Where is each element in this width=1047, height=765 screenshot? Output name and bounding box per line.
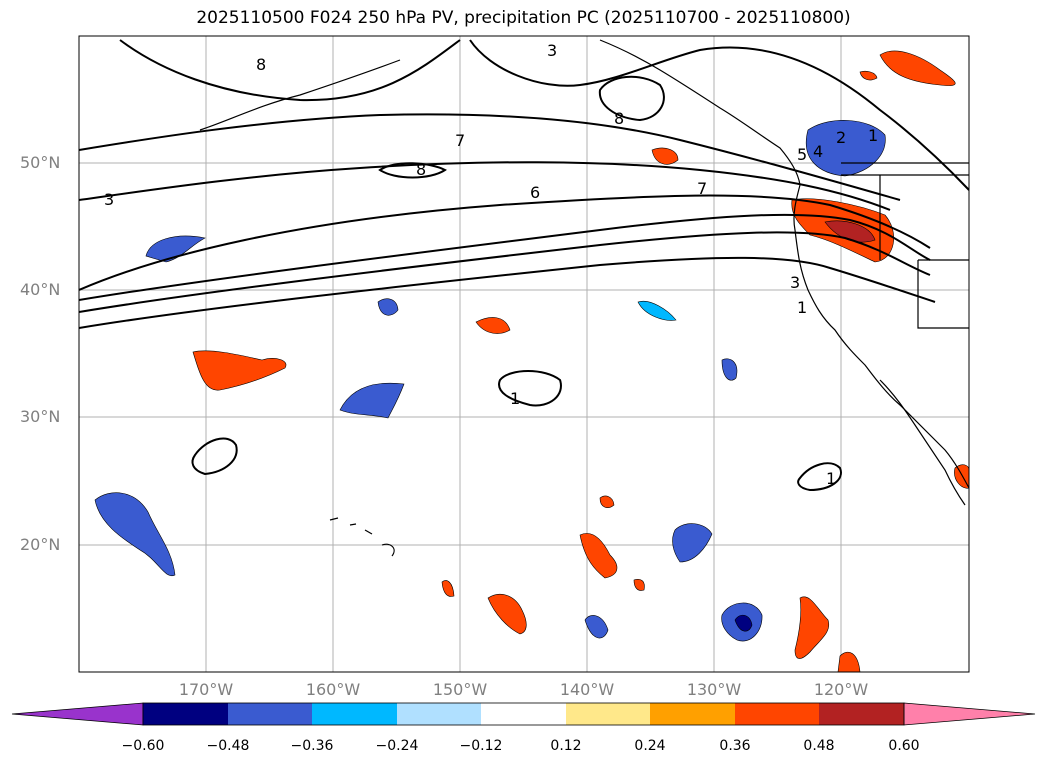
colorbar-bin [650,703,735,725]
map-frame [78,35,970,673]
baja-coast [879,379,966,506]
precip-patch [806,120,886,177]
lat-label: 40°N [20,280,61,299]
colorbar-bin [143,703,228,725]
pv-contour [79,161,891,211]
precip-patch [475,317,511,334]
pv-contour [79,113,901,201]
figure-title: 2025110500 F024 250 hPa PV, precipitatio… [196,8,851,28]
pv-contour [191,437,238,476]
precip-patch [584,615,609,639]
precip-patch [599,495,615,508]
precip-patch [837,651,861,672]
precip-patch [721,358,738,381]
precip-patch [824,220,876,243]
precip-patch [579,533,618,579]
colorbar-bin [819,703,904,725]
precip-patch [794,596,830,659]
coastlines [199,39,969,557]
precip-patch [672,523,713,563]
precip-patch [487,594,527,635]
colorbar-bin [735,703,819,725]
precip-patch [637,300,677,321]
colorbar-tick-label: −0.12 [459,738,503,754]
precip-patch [94,492,176,577]
lon-label: 170°W [178,680,234,699]
precip-patch [734,614,753,632]
colorbar-tick-label: −0.36 [290,738,334,754]
lon-label: 160°W [305,680,361,699]
colorbar-tick-label: −0.60 [121,738,165,754]
pv-contour [469,39,969,191]
pv-contour [378,162,447,179]
colorbar-extend-low [11,702,144,726]
lon-label: 140°W [559,680,615,699]
colorbar-tick-label: 0.48 [803,738,835,754]
colorbar-bin [481,703,566,725]
contour-label: 8 [614,109,624,128]
precip-patch [192,350,287,391]
contour-label: 4 [813,142,823,161]
contour-label: 1 [826,469,836,488]
lat-label: 20°N [20,535,61,554]
pv-contour [119,39,461,102]
contour-label: 2 [836,128,846,147]
precip-patch [441,580,455,597]
colorbar-extend-high [903,702,1036,726]
colorbar-tick-label: −0.24 [375,738,419,754]
contour-label: 6 [530,183,540,202]
colorbar-bin [312,703,397,725]
lon-label: 130°W [686,680,742,699]
pv-contour [79,213,931,301]
colorbar-tick-label: 0.24 [634,738,666,754]
contour-label: 1 [797,298,807,317]
pv-contour [79,194,931,291]
colorbar-bin [228,703,312,725]
pv-contour-labels: 8 3 8 7 8 6 7 3 2 1 4 5 3 1 1 1 [104,41,878,488]
contour-label: 1 [510,389,520,408]
colorbar-frame [142,702,905,726]
precip-patch [145,235,206,263]
lat-label: 30°N [20,407,61,426]
contour-label: 8 [256,55,266,74]
aleutian-islands [199,59,401,131]
colorbar-tick-label: 0.36 [719,738,751,754]
colorbar-tick-label: 0.60 [888,738,920,754]
precip-patch [377,298,399,316]
pv-contour [797,462,842,492]
pv-contour [79,256,936,329]
lon-label: 150°W [432,680,488,699]
contour-label: 1 [868,126,878,145]
lat-label: 50°N [20,153,61,172]
colorbar-bin [566,703,650,725]
precip-patch [879,50,956,86]
contour-label: 3 [547,41,557,60]
pv-contour [79,231,931,313]
colorbar-bin [397,703,481,725]
pv-contour [498,370,562,407]
colorbar-tick-label: −0.48 [206,738,250,754]
colorbar-tick-label: 0.12 [550,738,582,754]
contour-label: 7 [455,131,465,150]
contour-label: 8 [416,160,426,179]
state-borders [841,162,969,329]
contour-label: 3 [790,273,800,292]
precip-anomaly-patches [94,50,969,672]
pv-contours [79,39,969,492]
north-america-coast [599,39,969,489]
precip-patch [339,382,405,419]
contour-label: 3 [104,190,114,209]
precip-patch [859,70,878,81]
precip-patch [651,147,679,165]
precip-patch [633,579,645,591]
contour-label: 7 [697,179,707,198]
colorbar [11,702,1036,726]
lon-label: 120°W [813,680,869,699]
hawaii-islands [329,517,395,557]
pv-contour [598,75,665,122]
contour-label: 5 [797,145,807,164]
